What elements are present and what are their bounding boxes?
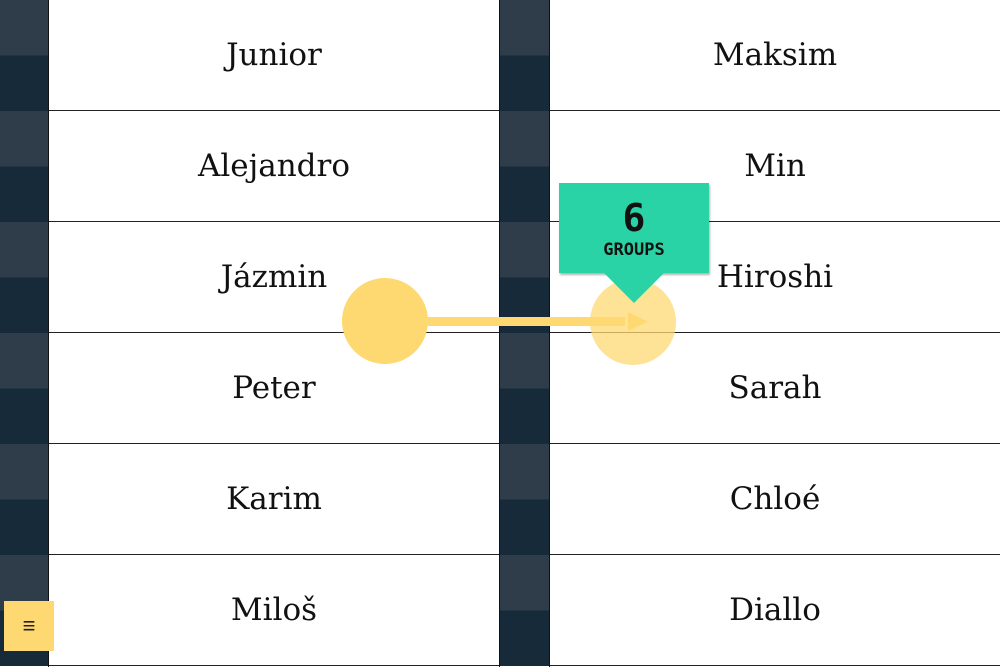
name-cell[interactable]: Min bbox=[550, 111, 1000, 222]
right-drag-strip[interactable] bbox=[499, 0, 550, 667]
drag-start-circle bbox=[342, 278, 428, 364]
name-cell[interactable]: Sarah bbox=[550, 333, 1000, 444]
name-cell[interactable]: Maksim bbox=[550, 0, 1000, 111]
name-cell[interactable]: Karim bbox=[49, 444, 499, 555]
group-label: GROUPS bbox=[603, 240, 665, 260]
drag-arrow-head bbox=[628, 312, 648, 331]
right-name-column: Maksim Min Hiroshi Sarah Chloé Diallo bbox=[550, 0, 1000, 667]
name-cell[interactable]: Peter bbox=[49, 333, 499, 444]
name-cell[interactable]: Jázmin bbox=[49, 222, 499, 333]
name-cell[interactable]: Chloé bbox=[550, 444, 1000, 555]
name-cell[interactable]: Hiroshi bbox=[550, 222, 1000, 333]
name-cell[interactable]: Alejandro bbox=[49, 111, 499, 222]
hamburger-menu-icon: ≡ bbox=[22, 613, 36, 638]
drag-arrow-line bbox=[420, 317, 625, 326]
groups-tooltip: 6 GROUPS bbox=[559, 183, 709, 303]
name-cell[interactable]: Diallo bbox=[550, 555, 1000, 666]
name-cell[interactable]: Junior bbox=[49, 0, 499, 111]
menu-button[interactable]: ≡ bbox=[4, 601, 54, 651]
name-cell[interactable]: Miloš bbox=[49, 555, 499, 666]
left-drag-strip[interactable] bbox=[0, 0, 49, 667]
left-name-column: Junior Alejandro Jázmin Peter Karim Milo… bbox=[49, 0, 499, 667]
group-count: 6 bbox=[622, 196, 646, 240]
